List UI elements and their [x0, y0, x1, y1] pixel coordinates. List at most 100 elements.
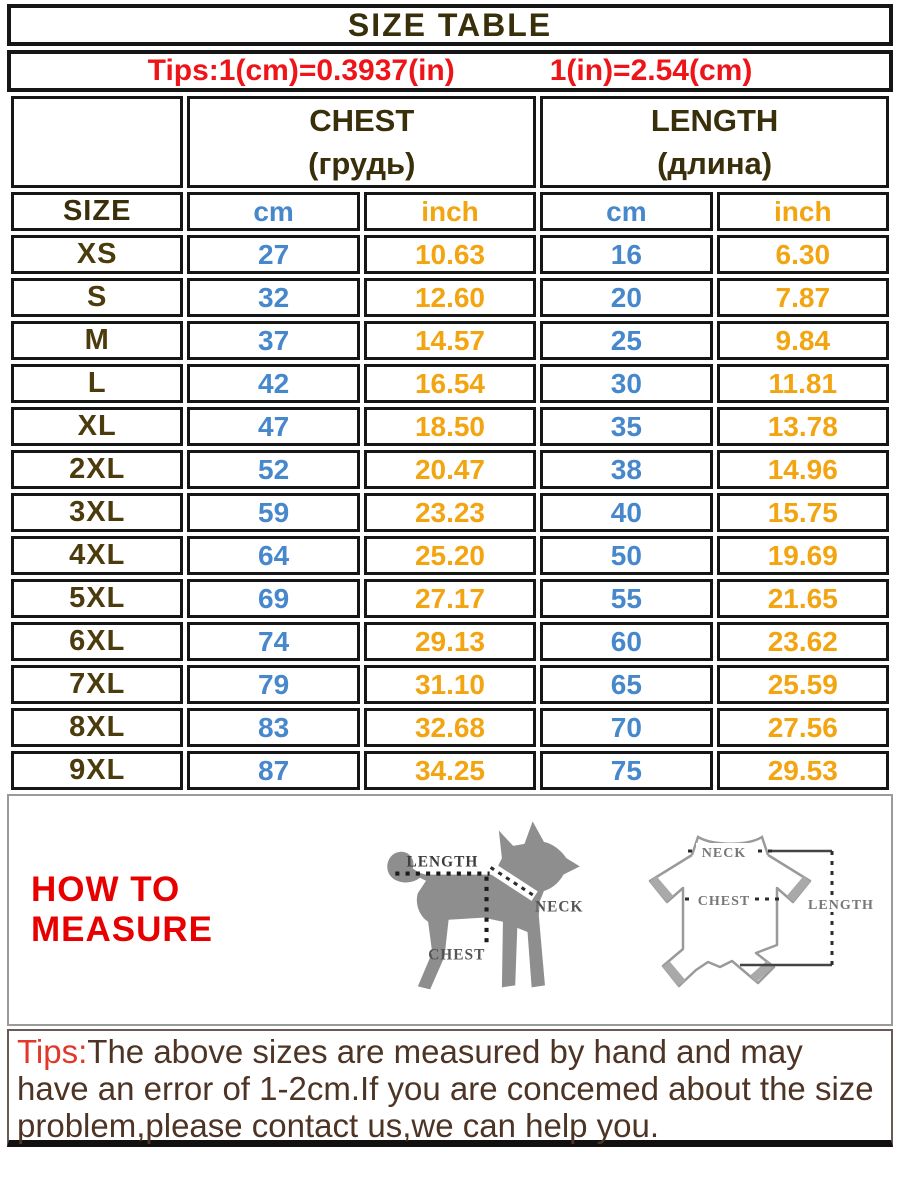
chest-group-header: CHEST (грудь) — [187, 96, 537, 188]
size-cell: 2XL — [11, 450, 184, 489]
dog-neck-label: NECK — [535, 898, 583, 915]
size-cell: 5XL — [11, 579, 184, 618]
length-cm-cell: 20 — [540, 278, 713, 317]
size-cell: 8XL — [11, 708, 184, 747]
chest-cm-cell: 74 — [187, 622, 360, 661]
size-cell: 3XL — [11, 493, 184, 532]
conversion-tips-bar: Tips:1(cm)=0.3937(in) 1(in)=2.54(cm) — [7, 50, 893, 92]
chest-group-label: CHEST — [309, 103, 415, 138]
dog-chest-label: CHEST — [428, 946, 485, 963]
chest-cm-cell: 32 — [187, 278, 360, 317]
length-inch-cell: 14.96 — [716, 450, 889, 489]
chest-cm-cell: 27 — [187, 235, 360, 274]
how-to-measure-section: HOW TO MEASURE LENGTH NECK CHEST — [7, 794, 893, 1026]
chest-inch-cell: 16.54 — [363, 364, 537, 403]
chest-inch-cell: 31.10 — [363, 665, 537, 704]
size-cell: M — [11, 321, 184, 360]
chest-cm-cell: 83 — [187, 708, 360, 747]
length-cm-cell: 65 — [540, 665, 713, 704]
footer-tips-prefix: Tips: — [17, 1033, 88, 1070]
chest-inch-cell: 25.20 — [363, 536, 537, 575]
garment-neck-label-bg — [696, 843, 752, 859]
length-cm-cell: 55 — [540, 579, 713, 618]
chest-cm-cell: 52 — [187, 450, 360, 489]
garment-length-label-bg — [804, 895, 878, 912]
garment-left-sleeve-cuff — [649, 876, 674, 902]
length-inch-cell: 15.75 — [716, 493, 889, 532]
garment-right-leg-cuff — [750, 960, 773, 983]
table-row-6xl: 6XL 74 29.13 60 23.62 — [11, 622, 889, 661]
size-table: CHEST (грудь) LENGTH (длина) SIZE cm inc… — [7, 92, 893, 794]
garment-length-label: LENGTH — [808, 898, 874, 913]
chest-inch-cell: 12.60 — [363, 278, 537, 317]
corner-cell — [11, 96, 184, 188]
table-row-m: M 37 14.57 25 9.84 — [11, 321, 889, 360]
chest-inch-cell: 29.13 — [363, 622, 537, 661]
table-row-2xl: 2XL 52 20.47 38 14.96 — [11, 450, 889, 489]
length-cm-cell: 25 — [540, 321, 713, 360]
chest-inch-cell: 32.68 — [363, 708, 537, 747]
length-cm-cell: 70 — [540, 708, 713, 747]
chest-cm-cell: 37 — [187, 321, 360, 360]
garment-right-sleeve-cuff — [786, 876, 811, 902]
length-cm-cell: 75 — [540, 751, 713, 790]
size-cell: XS — [11, 235, 184, 274]
table-row-5xl: 5XL 69 27.17 55 21.65 — [11, 579, 889, 618]
chest-inch-cell: 18.50 — [363, 407, 537, 446]
chest-inch-cell: 34.25 — [363, 751, 537, 790]
chest-cm-cell: 69 — [187, 579, 360, 618]
footer-note: Tips:The above sizes are measured by han… — [7, 1029, 893, 1147]
length-cm-cell: 35 — [540, 407, 713, 446]
garment-measure-diagram: NECK CHEST LENGTH — [648, 835, 878, 988]
chest-cm-cell: 47 — [187, 407, 360, 446]
length-group-label: LENGTH — [650, 103, 779, 138]
table-row-l: L 42 16.54 30 11.81 — [11, 364, 889, 403]
table-row-9xl: 9XL 87 34.25 75 29.53 — [11, 751, 889, 790]
garment-neck-label: NECK — [702, 846, 746, 861]
table-row-8xl: 8XL 83 32.68 70 27.56 — [11, 708, 889, 747]
length-inch-cell: 13.78 — [716, 407, 889, 446]
table-row-xl: XL 47 18.50 35 13.78 — [11, 407, 889, 446]
length-inch-cell: 21.65 — [716, 579, 889, 618]
table-row-3xl: 3XL 59 23.23 40 15.75 — [11, 493, 889, 532]
chest-inch-cell: 10.63 — [363, 235, 537, 274]
footer-tips-text: The above sizes are measured by hand and… — [17, 1033, 874, 1144]
length-inch-cell: 25.59 — [716, 665, 889, 704]
chest-inch-cell: 27.17 — [363, 579, 537, 618]
chest-cm-cell: 59 — [187, 493, 360, 532]
table-row-7xl: 7XL 79 31.10 65 25.59 — [11, 665, 889, 704]
size-cell: XL — [11, 407, 184, 446]
length-group-header: LENGTH (длина) — [540, 96, 889, 188]
dog-silhouette-icon — [387, 820, 580, 989]
dog-measure-diagram: LENGTH NECK CHEST — [387, 820, 583, 989]
garment-outline-icon — [648, 853, 812, 988]
chest-inch-cell: 23.23 — [363, 493, 537, 532]
conversion-in-to-cm: 1(in)=2.54(cm) — [549, 54, 753, 87]
size-cell: 9XL — [11, 751, 184, 790]
table-row-s: S 32 12.60 20 7.87 — [11, 278, 889, 317]
chest-inch-header: inch — [363, 192, 537, 231]
garment-left-leg-cuff — [662, 961, 686, 986]
length-group-sublabel: (длина) — [657, 146, 773, 181]
how-to-measure-heading: HOW TO MEASURE — [31, 870, 214, 949]
length-inch-cell: 29.53 — [716, 751, 889, 790]
garment-chest-label-bg — [694, 891, 754, 907]
length-inch-cell: 6.30 — [716, 235, 889, 274]
table-row-xs: XS 27 10.63 16 6.30 — [11, 235, 889, 274]
chest-inch-cell: 20.47 — [363, 450, 537, 489]
table-row-4xl: 4XL 64 25.20 50 19.69 — [11, 536, 889, 575]
page-title: SIZE TABLE — [7, 4, 893, 46]
chest-cm-cell: 64 — [187, 536, 360, 575]
chest-inch-cell: 14.57 — [363, 321, 537, 360]
dog-neck-band — [487, 862, 538, 901]
length-cm-cell: 40 — [540, 493, 713, 532]
size-cell: 7XL — [11, 665, 184, 704]
dog-length-label: LENGTH — [407, 853, 479, 870]
chest-cm-header: cm — [187, 192, 360, 231]
length-inch-cell: 11.81 — [716, 364, 889, 403]
length-cm-cell: 30 — [540, 364, 713, 403]
size-column-header: SIZE — [11, 192, 184, 231]
chest-group-sublabel: (грудь) — [308, 146, 416, 181]
length-inch-cell: 19.69 — [716, 536, 889, 575]
length-cm-header: cm — [540, 192, 713, 231]
